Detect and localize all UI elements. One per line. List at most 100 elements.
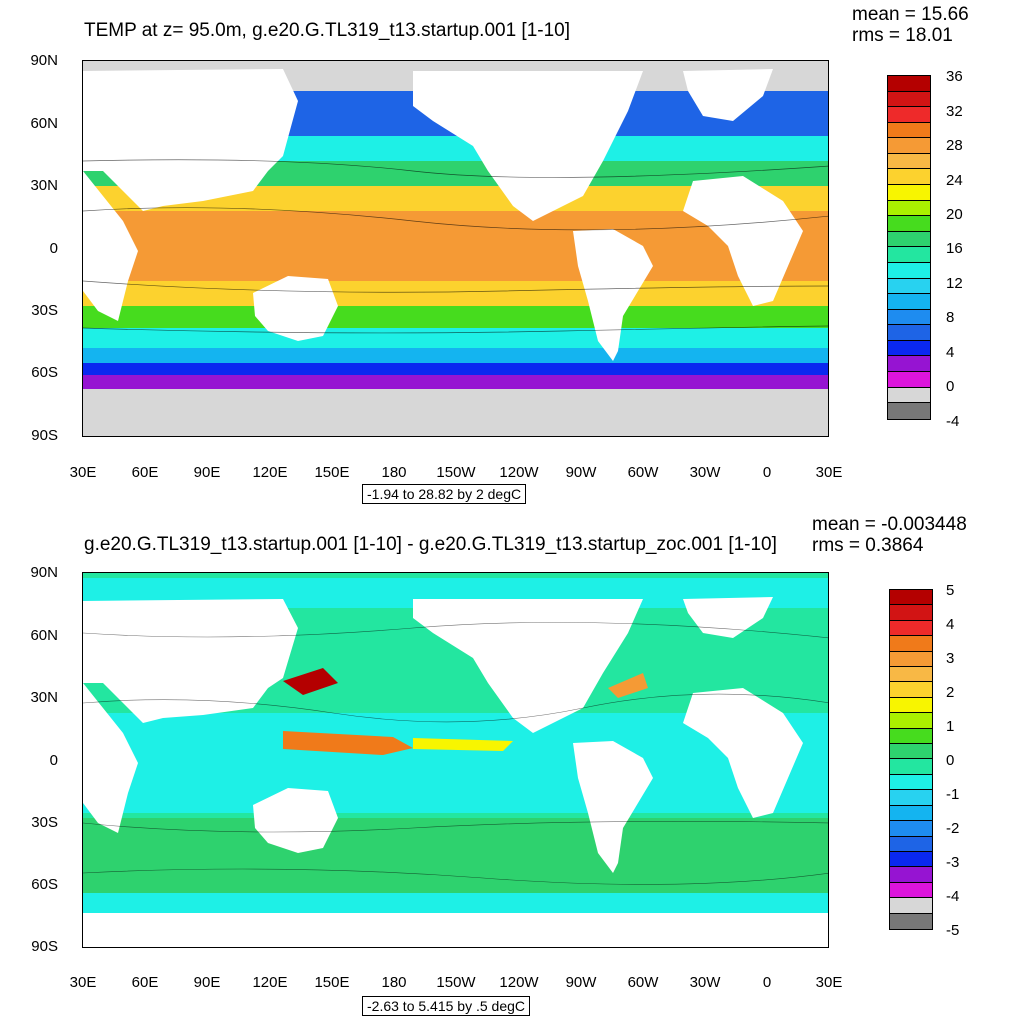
lat-label: 90N: [30, 564, 58, 581]
contour-3: [83, 868, 828, 885]
colorbar-label: 3: [946, 650, 955, 667]
colorbar-swatch: [890, 651, 932, 668]
colorbar-label: -4: [946, 413, 960, 430]
panel1-stats: mean = 15.66 rms = 18.01: [852, 4, 969, 46]
contour-1: [83, 207, 828, 231]
greenland: [683, 69, 773, 121]
colorbar-swatch: [890, 836, 932, 852]
difference-map: [82, 572, 829, 948]
colorbar-label: 32: [946, 103, 963, 120]
band-south-warm: [83, 281, 828, 306]
colorbar-swatch: [890, 790, 932, 806]
colorbar-swatch: [890, 759, 932, 775]
colorbar-swatch: [890, 774, 932, 791]
colorbar-label: 0: [946, 752, 955, 769]
contour-1: [83, 693, 828, 723]
panel1-title: TEMP at z= 95.0m, g.e20.G.TL319_t13.star…: [84, 20, 571, 41]
colorbar-label: -3: [946, 854, 960, 871]
south-america: [573, 741, 653, 873]
contour-2: [83, 821, 828, 833]
lon-label: 90E: [193, 974, 221, 991]
colorbar-label: 8: [946, 309, 955, 326]
africa-west: [683, 688, 803, 818]
lon-label: 120W: [499, 464, 539, 481]
colorbar-swatch: [890, 913, 932, 929]
lon-label: 30E: [69, 974, 97, 991]
lon-label: 120W: [499, 974, 539, 991]
lon-label: 60W: [627, 464, 659, 481]
difference-map-svg: [83, 573, 828, 947]
colorbar-swatch: [888, 185, 930, 201]
colorbar-swatch: [890, 851, 932, 868]
contour-3: [83, 325, 828, 334]
colorbar-label: -4: [946, 888, 960, 905]
lon-label: 180: [381, 464, 407, 481]
eurasia-africa: [83, 69, 298, 321]
colorbar-swatch: [888, 247, 930, 263]
colorbar-swatch: [888, 340, 930, 357]
colorbar-swatch: [888, 153, 930, 170]
diff-contour-lines: [83, 622, 828, 885]
colorbar-label: 4: [946, 344, 955, 361]
lon-label: 0: [762, 974, 772, 991]
diff-continents: [83, 597, 828, 947]
colorbar-swatch: [888, 169, 930, 186]
lat-label: 0: [49, 240, 58, 257]
lon-label: 150W: [436, 464, 476, 481]
colorbar-swatch: [890, 713, 932, 729]
south-america: [573, 229, 653, 361]
colorbar-swatch: [888, 325, 930, 341]
colorbar-swatch: [888, 294, 930, 310]
colorbar-label: -5: [946, 922, 960, 939]
australia: [253, 788, 338, 853]
temperature-map-svg: [83, 61, 828, 436]
greenland: [683, 597, 773, 638]
panel1-range-box: -1.94 to 28.82 by 2 degC: [362, 484, 527, 504]
north-america: [413, 599, 643, 733]
colorbar-swatch: [888, 107, 930, 123]
colorbar-swatch: [890, 590, 932, 606]
eurasia-africa: [83, 599, 298, 833]
lat-label: 60S: [31, 876, 58, 893]
lon-label: 60E: [131, 974, 159, 991]
band-antarctic-water: [83, 375, 828, 389]
colorbar-swatch: [890, 898, 932, 914]
continents: [83, 69, 803, 361]
contour-4: [83, 159, 828, 178]
north-america: [413, 71, 643, 221]
lon-label: 150E: [314, 974, 350, 991]
antarctic-ice: [83, 389, 828, 436]
diff-south-cyan: [83, 893, 828, 913]
colorbar-label: 12: [946, 275, 963, 292]
lon-label: 30E: [69, 464, 97, 481]
lon-label: 90E: [193, 464, 221, 481]
panel1-colorbar: [887, 75, 931, 420]
lon-label: 120E: [252, 464, 288, 481]
colorbar-swatch: [888, 403, 930, 419]
temperature-map: [82, 60, 829, 437]
colorbar-swatch: [890, 682, 932, 698]
lon-label: 30W: [689, 464, 721, 481]
band-south-mid: [83, 328, 828, 348]
colorbar-swatch: [890, 697, 932, 714]
colorbar-swatch: [890, 805, 932, 822]
contour-2: [83, 280, 828, 293]
colorbar-label: 0: [946, 378, 955, 395]
colorbar-label: 28: [946, 137, 963, 154]
colorbar-label: -1: [946, 786, 960, 803]
colorbar-swatch: [890, 882, 932, 899]
lon-label: 60E: [131, 464, 159, 481]
colorbar-swatch: [890, 744, 932, 760]
diff-south-green: [83, 818, 828, 893]
colorbar-label: 2: [946, 684, 955, 701]
panel2-title: g.e20.G.TL319_t13.startup.001 [1-10] - g…: [84, 534, 777, 555]
colorbar-label: 36: [946, 68, 963, 85]
equatorial-warm-anomaly: [283, 731, 413, 755]
colorbar-label: 24: [946, 172, 963, 189]
lat-label: 60N: [30, 627, 58, 644]
colorbar-swatch: [890, 667, 932, 683]
lon-label: 30E: [815, 974, 843, 991]
panel2-stats: mean = -0.003448 rms = 0.3864: [812, 514, 967, 556]
lat-label: 90N: [30, 52, 58, 69]
panel2-mean: mean = -0.003448: [812, 514, 967, 535]
